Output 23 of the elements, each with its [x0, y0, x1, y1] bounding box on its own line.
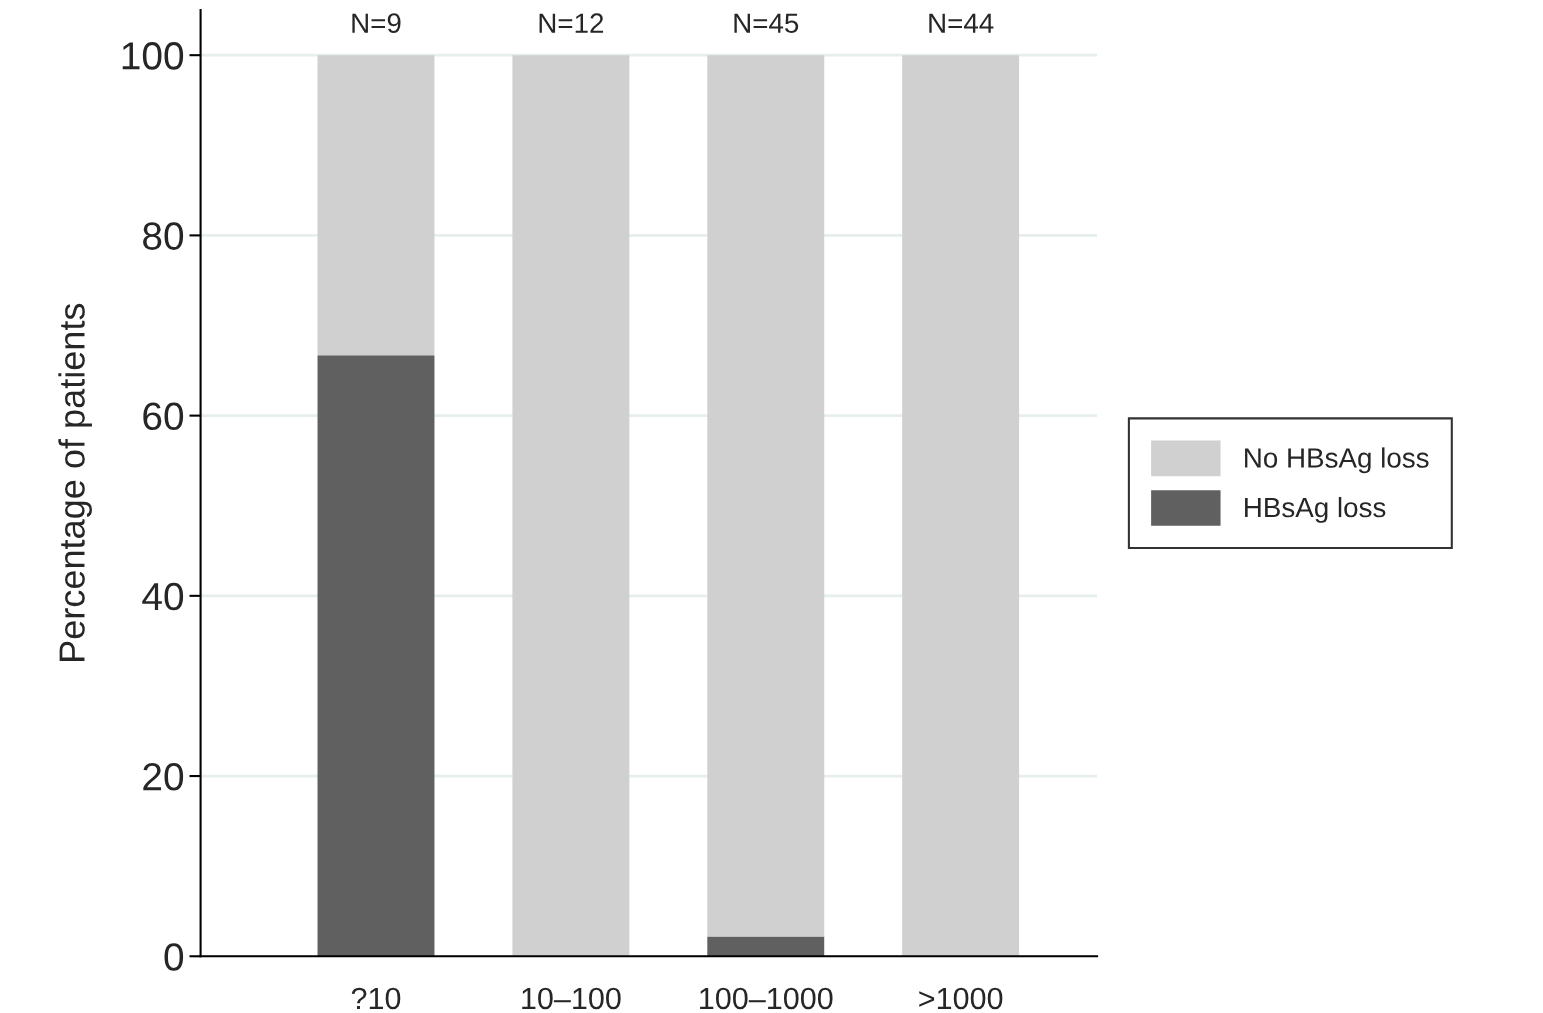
bar [902, 55, 1020, 957]
bar [707, 55, 825, 937]
annotation: N=12 [539, 13, 604, 33]
annotation: N=45 [734, 13, 799, 34]
y-tick-label: 100 [122, 42, 184, 70]
y-tick-label: 20 [143, 762, 184, 791]
bar [512, 55, 630, 957]
x-tick-label: 100–1000 [700, 987, 833, 1010]
y-tick-label: 60 [143, 402, 184, 431]
x-tick-label: >1000 [919, 987, 1003, 1010]
y-tick-label: 40 [142, 582, 184, 611]
legend-label: No HBsAg loss [1245, 447, 1429, 474]
annotation: N=44 [929, 13, 994, 33]
bar [317, 55, 435, 356]
y-axis-title: Percentage of patients [58, 303, 92, 661]
x-tick-label: 10–100 [522, 987, 621, 1010]
y-tick-label: 80 [143, 222, 184, 250]
x-tick-label: ?10 [351, 987, 401, 1010]
annotation: N=9 [352, 13, 401, 34]
bar [707, 936, 825, 957]
bar [317, 355, 435, 957]
y-tick-label: 0 [164, 943, 184, 971]
legend-label: HBsAg loss [1245, 496, 1386, 523]
